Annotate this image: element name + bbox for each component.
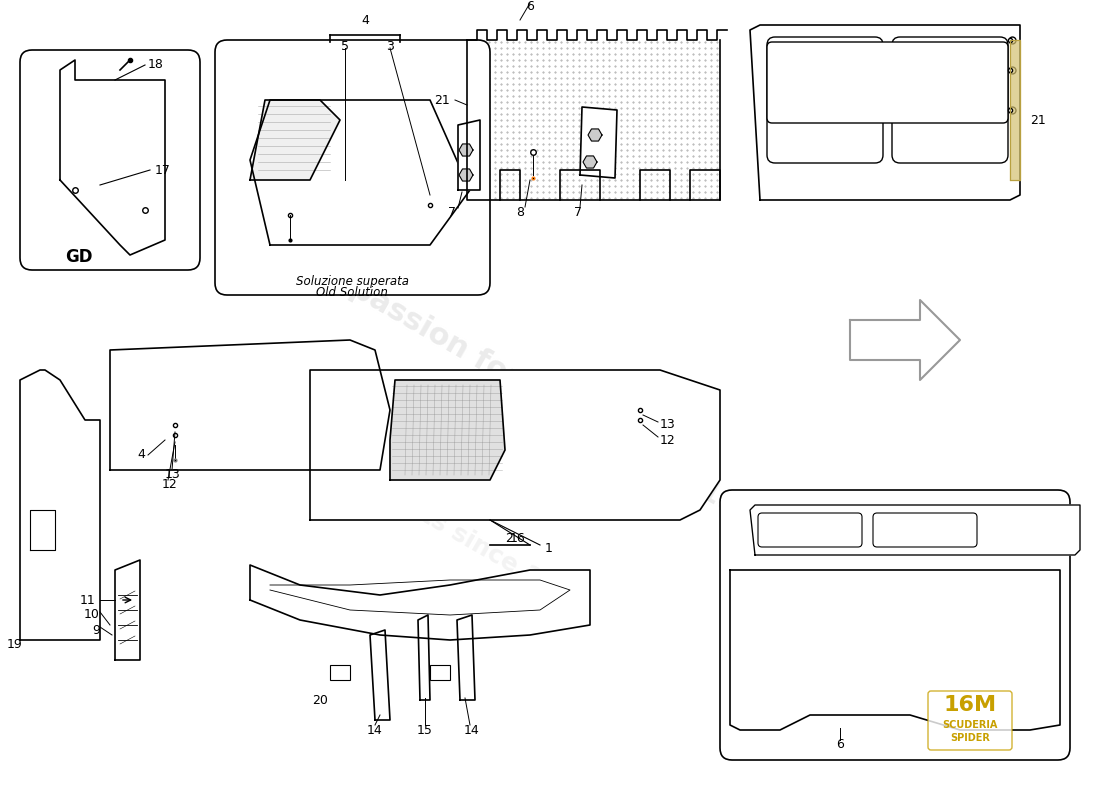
Text: a passion for parts since 1985: a passion for parts since 1985 <box>209 383 591 617</box>
Polygon shape <box>458 120 480 190</box>
Polygon shape <box>250 100 340 180</box>
Polygon shape <box>390 380 505 480</box>
Text: 13: 13 <box>165 469 180 482</box>
Polygon shape <box>1010 40 1020 180</box>
Polygon shape <box>850 300 960 380</box>
FancyBboxPatch shape <box>767 37 883 163</box>
Polygon shape <box>730 570 1060 730</box>
Text: 3: 3 <box>386 40 394 53</box>
Text: 18: 18 <box>148 58 164 71</box>
Text: 13: 13 <box>660 418 675 431</box>
Text: 6: 6 <box>836 738 844 751</box>
Polygon shape <box>750 505 1080 555</box>
Polygon shape <box>418 615 430 700</box>
Text: 11: 11 <box>79 594 95 606</box>
Text: 12: 12 <box>660 434 675 446</box>
Polygon shape <box>116 560 140 660</box>
Polygon shape <box>110 340 390 470</box>
Text: 14: 14 <box>464 723 480 737</box>
Text: 6: 6 <box>526 0 534 13</box>
Polygon shape <box>20 370 100 640</box>
Bar <box>330 665 350 680</box>
Polygon shape <box>459 169 473 181</box>
FancyBboxPatch shape <box>767 42 1008 123</box>
Text: 19: 19 <box>7 638 23 651</box>
FancyBboxPatch shape <box>892 37 1008 163</box>
Polygon shape <box>459 144 473 156</box>
Text: 4: 4 <box>361 14 368 27</box>
Text: SPIDER: SPIDER <box>950 733 990 743</box>
Text: 17: 17 <box>155 163 170 177</box>
Text: 20: 20 <box>312 694 328 706</box>
Text: 8: 8 <box>516 206 524 218</box>
Text: 16: 16 <box>509 531 525 545</box>
Polygon shape <box>60 60 165 255</box>
Polygon shape <box>583 156 597 168</box>
Text: 9: 9 <box>92 623 100 637</box>
Bar <box>430 665 450 680</box>
Text: 16M: 16M <box>944 695 997 715</box>
FancyBboxPatch shape <box>873 513 977 547</box>
Text: GD: GD <box>65 248 92 266</box>
Polygon shape <box>456 615 475 700</box>
Text: 21: 21 <box>1030 114 1046 126</box>
Polygon shape <box>588 129 602 141</box>
Text: Old Solution: Old Solution <box>316 286 388 298</box>
Text: 2: 2 <box>505 531 513 545</box>
Polygon shape <box>750 25 1020 200</box>
Polygon shape <box>580 107 617 178</box>
Text: 5: 5 <box>341 40 349 53</box>
FancyBboxPatch shape <box>720 490 1070 760</box>
Polygon shape <box>370 630 390 720</box>
Text: 7: 7 <box>448 206 456 218</box>
Polygon shape <box>310 370 720 520</box>
Text: 14: 14 <box>367 723 383 737</box>
Text: a passion for parts since 1985: a passion for parts since 1985 <box>318 258 782 542</box>
Text: 15: 15 <box>417 723 433 737</box>
Polygon shape <box>250 100 470 245</box>
Text: 21: 21 <box>434 94 450 106</box>
FancyBboxPatch shape <box>758 513 862 547</box>
FancyBboxPatch shape <box>20 50 200 270</box>
FancyBboxPatch shape <box>928 691 1012 750</box>
FancyBboxPatch shape <box>214 40 490 295</box>
Text: 12: 12 <box>162 478 178 491</box>
Text: 10: 10 <box>84 609 100 622</box>
Text: 7: 7 <box>574 206 582 218</box>
Text: SCUDERIA: SCUDERIA <box>943 720 998 730</box>
Text: 4: 4 <box>138 449 145 462</box>
Polygon shape <box>250 565 590 640</box>
Text: 1: 1 <box>544 542 553 554</box>
Text: Soluzione superata: Soluzione superata <box>296 275 408 289</box>
